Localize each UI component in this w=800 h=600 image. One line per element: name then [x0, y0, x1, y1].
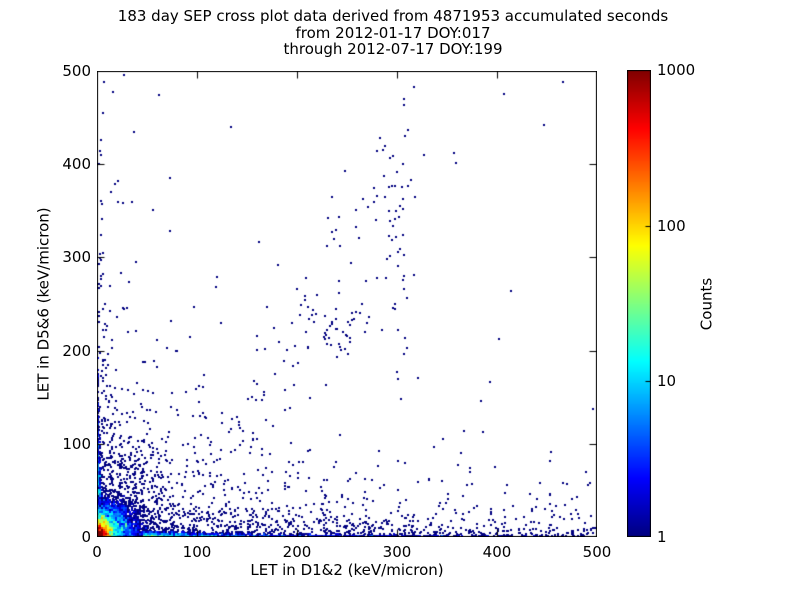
colorbar-tick-label-10: 10	[657, 372, 677, 391]
x-tick-label-300: 300	[382, 543, 412, 561]
x-tick-label-200: 200	[282, 543, 312, 561]
y-tick-label-200: 200	[62, 341, 91, 360]
x-tick-label-500: 500	[582, 543, 612, 561]
x-tick-label-0: 0	[92, 543, 102, 561]
colorbar-gradient	[627, 70, 651, 537]
y-axis-label: LET in D5&6 (keV/micron)	[34, 207, 53, 401]
y-tick-label-500: 500	[62, 62, 91, 80]
chart-title-line2: from 2012-01-17 DOY:017	[295, 23, 491, 42]
colorbar-tick-label-1: 1	[657, 528, 667, 546]
colorbar-tick-label-1000: 1000	[657, 61, 696, 79]
scatter-density-canvas	[97, 71, 597, 537]
chart-title-line1: 183 day SEP cross plot data derived from…	[117, 7, 669, 25]
chart-title: 183 day SEP cross plot data derived from…	[0, 8, 786, 58]
colorbar-label: Counts	[697, 277, 716, 331]
x-tick-label-400: 400	[482, 543, 512, 561]
y-tick-label-100: 100	[62, 434, 91, 453]
y-tick-label-0: 0	[81, 528, 91, 546]
colorbar-tick-label-100: 100	[657, 216, 686, 235]
y-tick-label-300: 300	[62, 248, 91, 267]
y-tick-label-400: 400	[62, 155, 91, 174]
x-tick-label-100: 100	[182, 543, 212, 561]
x-axis-label: LET in D1&2 (keV/micron)	[250, 561, 444, 579]
chart-title-line3: through 2012-07-17 DOY:199	[283, 40, 503, 58]
